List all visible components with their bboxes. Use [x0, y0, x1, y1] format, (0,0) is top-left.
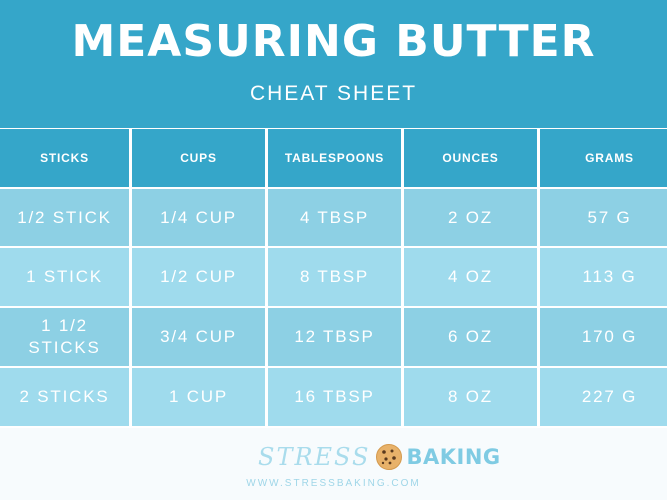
table-cell: 1 CUP: [132, 368, 265, 426]
table-cell: 227 G: [540, 368, 667, 426]
table-cell: 113 G: [540, 248, 667, 306]
table-cell: 170 G: [540, 308, 667, 366]
column-header-grams: GRAMS: [540, 129, 667, 187]
column-header-sticks: STICKS: [0, 129, 129, 187]
table-cell: 2 STICKS: [0, 368, 129, 426]
table-cell: 4 OZ: [404, 248, 537, 306]
conversion-table: STICKS CUPS TABLESPOONS OUNCES GRAMS 1/2…: [0, 129, 667, 427]
page-subtitle: CHEAT SHEET: [249, 82, 418, 105]
table-cell: 1/2 CUP: [132, 248, 265, 306]
table-cell: 2 OZ: [404, 189, 537, 246]
cookie-icon: [375, 443, 403, 471]
table-cell: 16 TBSP: [268, 368, 401, 426]
table-cell: 3/4 CUP: [132, 308, 265, 366]
page-title: MEASURING BUTTER: [71, 16, 596, 67]
table-cell: 8 TBSP: [268, 248, 401, 306]
table-cell: 12 TBSP: [268, 308, 401, 366]
logo-baking-text: BAKING: [406, 445, 501, 469]
table-cell: 8 OZ: [404, 368, 537, 426]
footer: STRESS BAKING WWW.STRESSBAKING.COM: [0, 428, 667, 500]
table-cell: 1 STICK: [0, 248, 129, 306]
column-header-tablespoons: TABLESPOONS: [268, 129, 401, 187]
brand-logo[interactable]: STRESS BAKING: [258, 440, 501, 474]
website-link[interactable]: WWW.STRESSBAKING.COM: [246, 478, 421, 489]
column-header-cups: CUPS: [132, 129, 265, 187]
column-header-ounces: OUNCES: [404, 129, 537, 187]
table-cell: 57 G: [540, 189, 667, 246]
table-cell: 4 TBSP: [268, 189, 401, 246]
table-cell: 6 OZ: [404, 308, 537, 366]
header-banner: MEASURING BUTTER CHEAT SHEET: [0, 0, 667, 128]
table-cell: 1 1/2 STICKS: [0, 308, 129, 366]
logo-stress-text: STRESS: [258, 443, 371, 471]
table-cell: 1/4 CUP: [132, 189, 265, 246]
table-cell: 1/2 STICK: [0, 189, 129, 246]
